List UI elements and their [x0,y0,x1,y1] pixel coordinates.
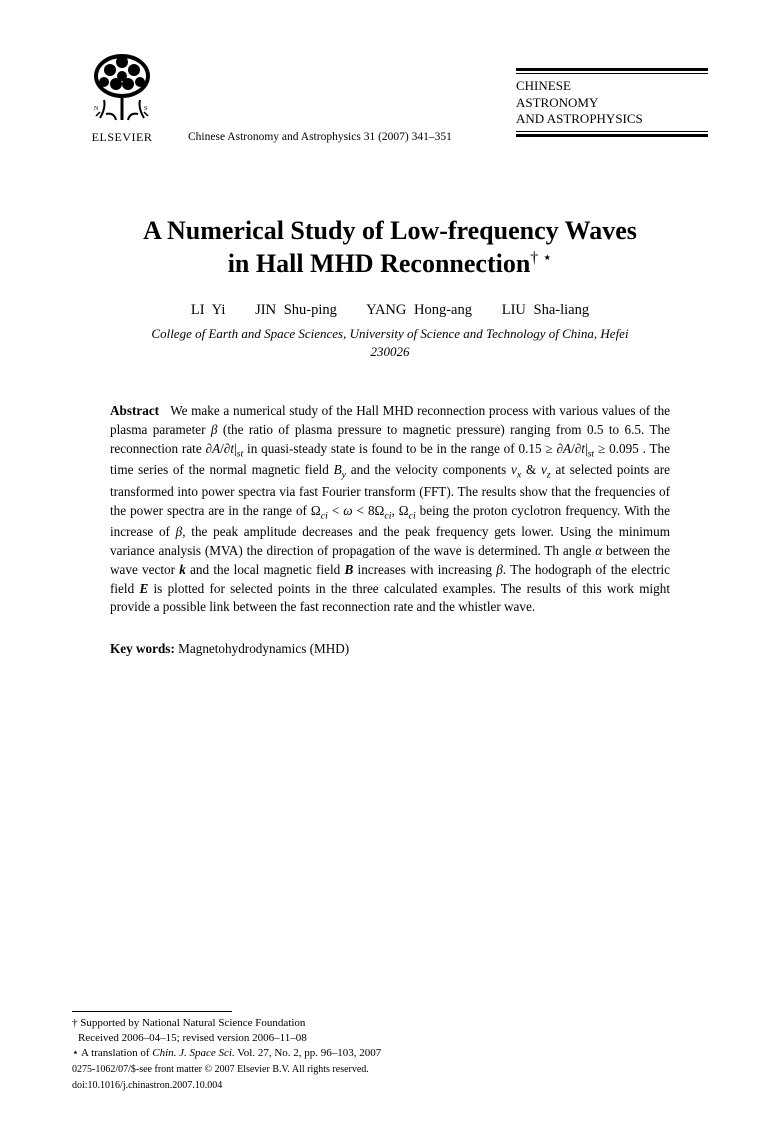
svg-text:S: S [144,106,147,112]
copyright-line: 0275-1062/07/$-see front matter © 2007 E… [72,1063,708,1077]
footnotes: † Supported by National Natural Science … [72,1011,708,1092]
doi-line: doi:10.1016/j.chinastron.2007.10.004 [72,1079,708,1093]
footnote-line: ⋆ A translation of Chin. J. Space Sci. V… [72,1046,708,1061]
authors-list: LI Yi JIN Shu-ping YANG Hong-ang LIU Sha… [72,302,708,319]
affiliation-line: College of Earth and Space Sciences, Uni… [151,326,628,341]
footnote-marker: ⋆ [72,1047,79,1059]
title-line: A Numerical Study of Low-frequency Waves [143,216,637,245]
journal-title-line: CHINESE [516,78,708,94]
keywords: Key words: Magnetohydrodynamics (MHD) [72,641,708,657]
footnote-marker: † [72,1017,78,1029]
journal-title-box: CHINESE ASTRONOMY AND ASTROPHYSICS [508,62,708,145]
footnote-text: A translation of [81,1047,152,1059]
paper-title: A Numerical Study of Low-frequency Waves… [72,215,708,280]
journal-title-line: ASTRONOMY [516,95,708,111]
title-line: in Hall MHD Reconnection [228,249,531,278]
elsevier-tree-icon: N S [86,48,158,126]
journal-title-line: AND ASTROPHYSICS [516,111,708,127]
page-header: N S ELSEVIER Chinese Astronomy and Astro… [72,48,708,145]
keywords-text: Magnetohydrodynamics (MHD) [178,641,349,656]
publisher-logo-block: N S ELSEVIER [72,48,172,145]
abstract: Abstract We make a numerical study of th… [72,402,708,617]
footnote-line: † Supported by National Natural Science … [72,1016,708,1031]
abstract-text: We make a numerical study of the Hall MH… [110,403,670,614]
footnote-italic: Chin. J. Space Sci. [152,1047,234,1059]
publisher-name: ELSEVIER [92,130,153,145]
keywords-label: Key words: [110,641,175,656]
footnote-text: Supported by National Natural Science Fo… [80,1017,305,1029]
abstract-label: Abstract [110,403,159,418]
footnote-text: Vol. 27, No. 2, pp. 96–103, 2007 [235,1047,382,1059]
footnote-rule [72,1011,232,1012]
journal-reference: Chinese Astronomy and Astrophysics 31 (2… [172,131,508,145]
svg-text:N: N [94,106,99,112]
footnote-received: Received 2006–04–15; revised version 200… [72,1031,708,1046]
affiliation: College of Earth and Space Sciences, Uni… [72,325,708,360]
title-footnote-markers: † ⋆ [530,249,552,266]
affiliation-line: 230026 [371,344,410,359]
